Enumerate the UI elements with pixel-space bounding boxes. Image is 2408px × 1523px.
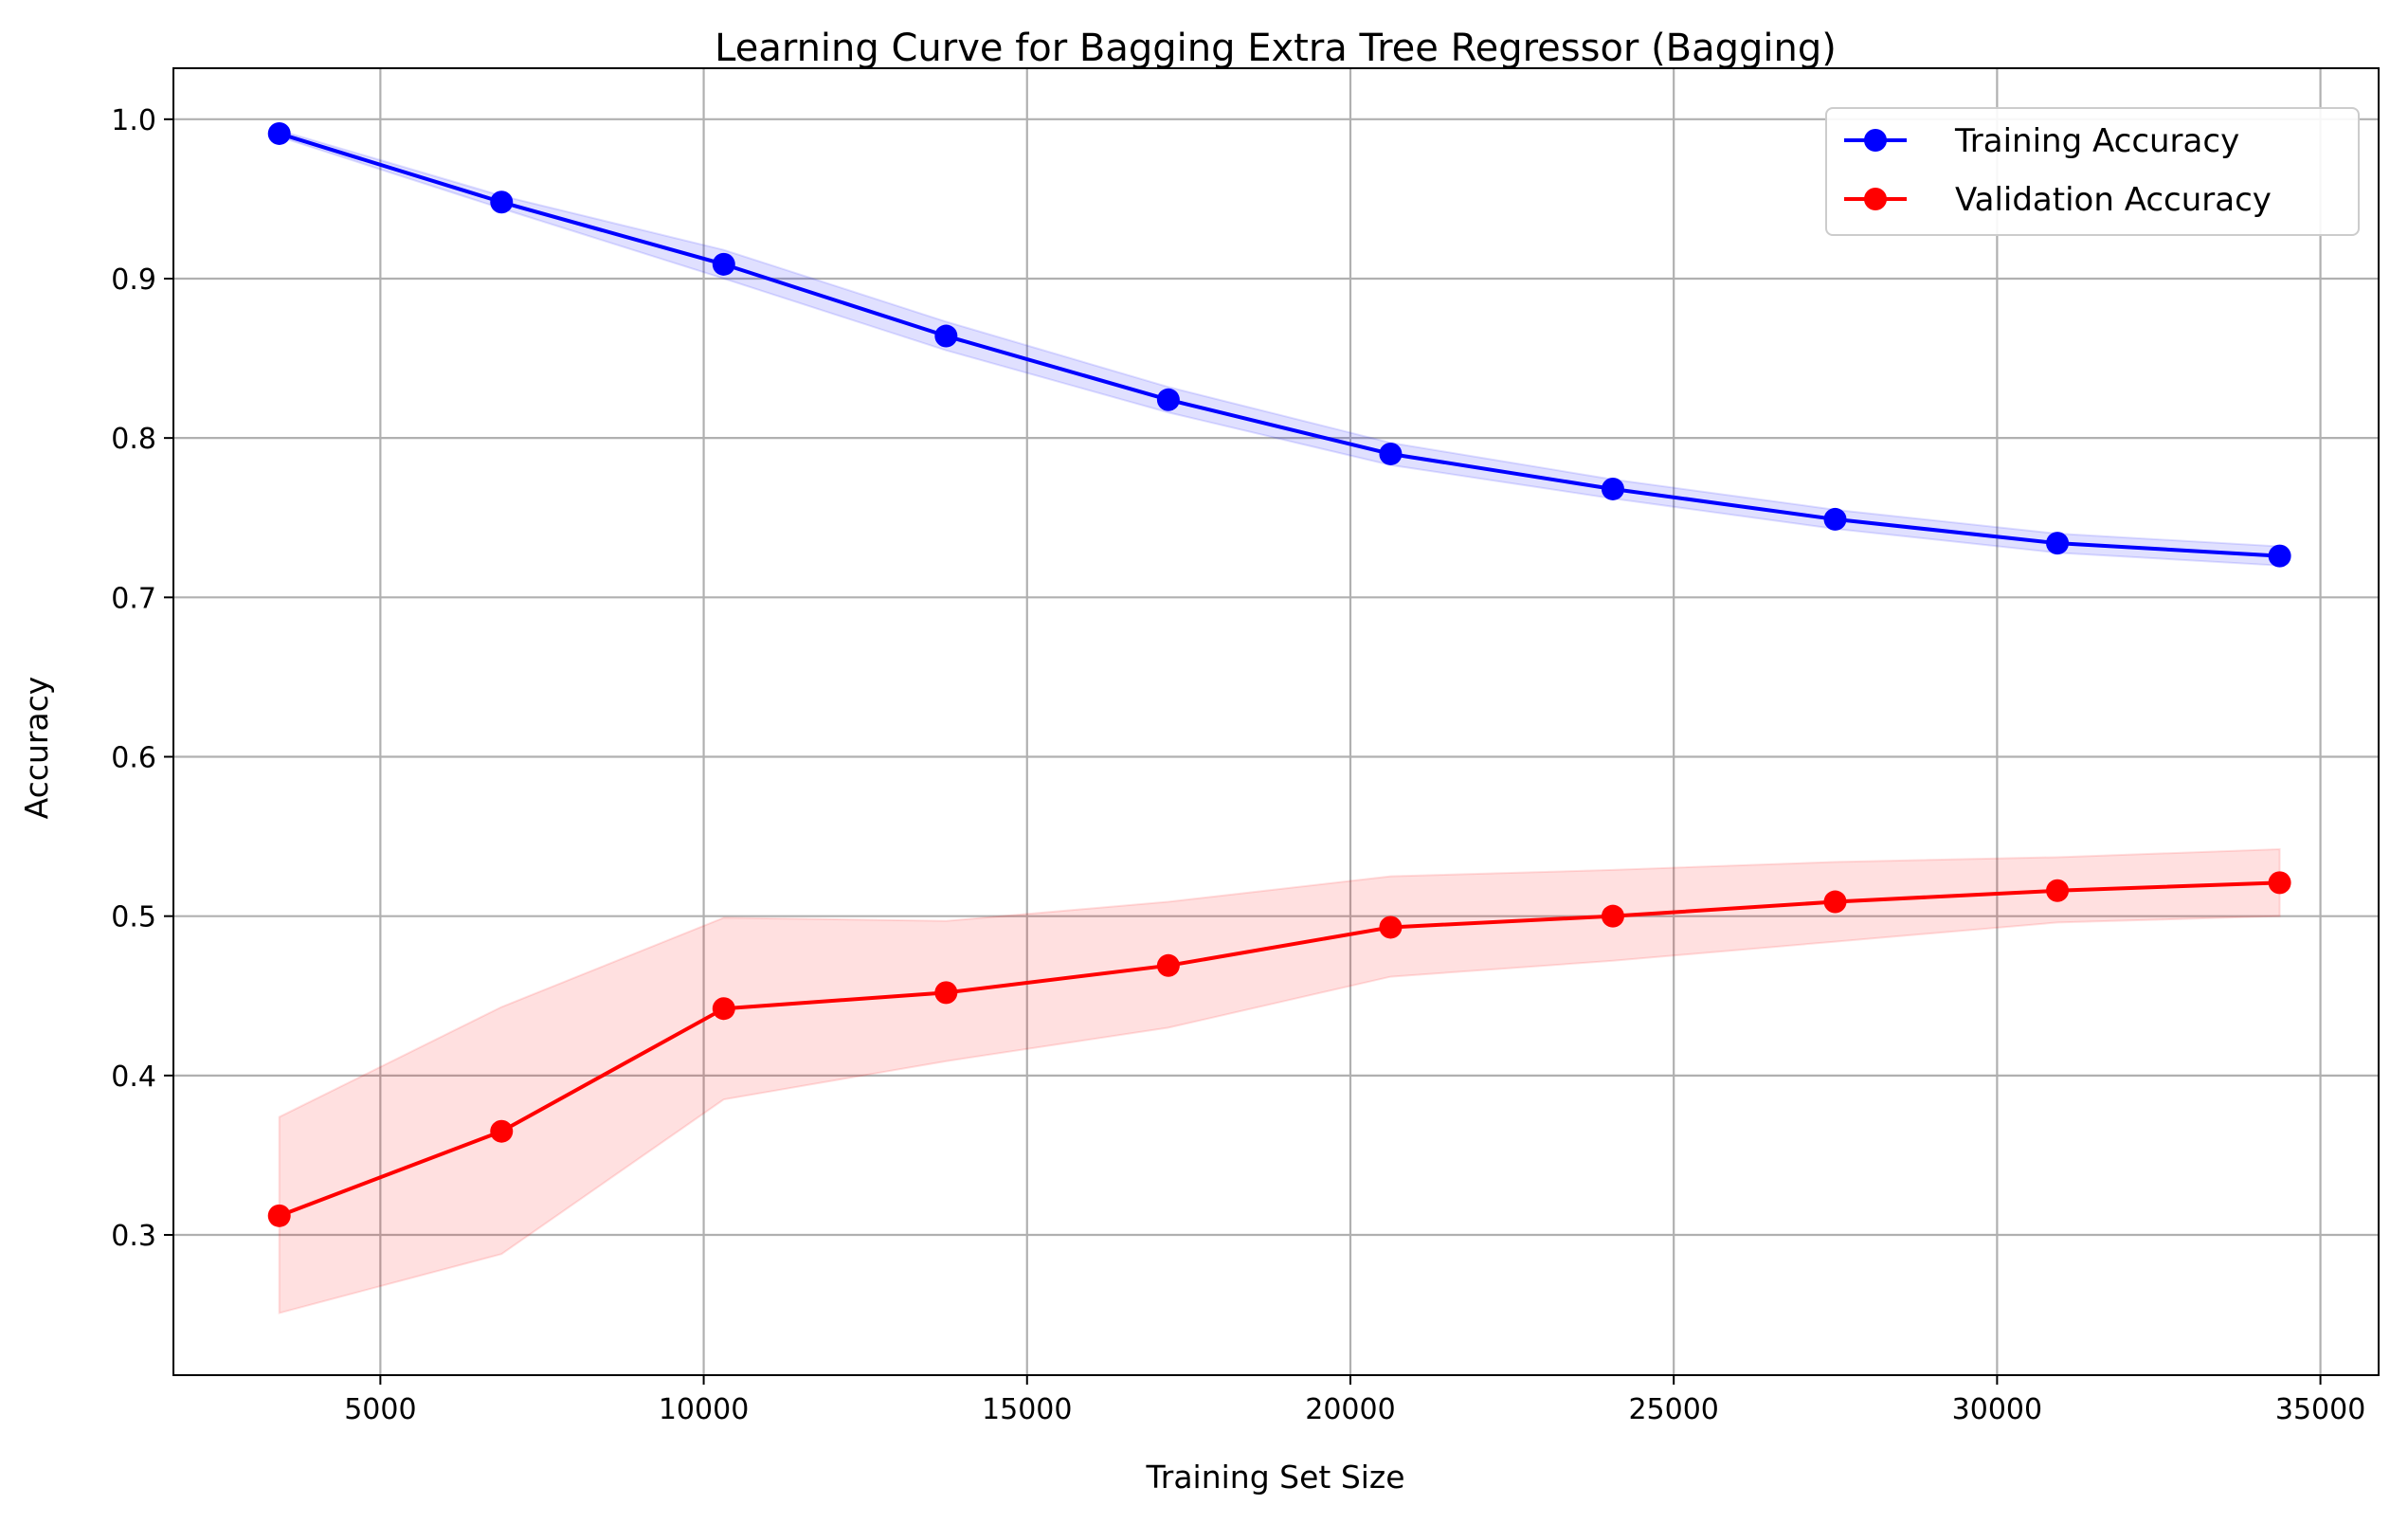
y-axis-label: Accuracy xyxy=(18,677,55,820)
training-accuracy-point xyxy=(490,190,514,214)
legend-label-validation-accuracy: Validation Accuracy xyxy=(1955,181,2272,219)
y-tick-label: 0.6 xyxy=(111,741,156,774)
validation-accuracy-point xyxy=(1156,953,1180,977)
validation-accuracy-point xyxy=(1379,916,1403,939)
grid xyxy=(173,68,2379,1375)
plot-area-frame xyxy=(172,67,2380,1376)
y-tick-label: 1.0 xyxy=(111,104,156,137)
validation-accuracy-point xyxy=(1823,890,1847,914)
training-accuracy-point xyxy=(267,121,291,145)
validation-accuracy-point xyxy=(2268,871,2291,895)
training-accuracy-line xyxy=(279,132,2280,558)
x-tick-label: 30000 xyxy=(1952,1393,2042,1426)
validation-accuracy-line xyxy=(278,880,2280,1218)
validation-accuracy-point xyxy=(712,997,735,1021)
training-accuracy-point xyxy=(2046,532,2070,555)
training-accuracy-point xyxy=(1379,442,1403,465)
y-tick-label: 0.9 xyxy=(111,263,156,297)
y-tick-label: 0.5 xyxy=(111,901,156,934)
validation-accuracy-point xyxy=(934,981,958,1005)
legend: Training Accuracy Validation Accuracy xyxy=(1825,107,2360,236)
validation-accuracy-point xyxy=(267,1204,291,1227)
series-lines xyxy=(278,132,2280,1218)
training-accuracy-point xyxy=(934,324,958,348)
chart-title: Learning Curve for Bagging Extra Tree Re… xyxy=(715,27,1837,70)
x-axis-label: Training Set Size xyxy=(1145,1459,1404,1496)
legend-marker-training-accuracy xyxy=(1864,129,1887,152)
y-tick-label: 0.3 xyxy=(111,1220,156,1253)
validation-accuracy-point xyxy=(2046,879,2070,902)
axis-ticks: 5000 10000 15000 20000 25000 30000 35000 0.3 0.4… xyxy=(111,104,2365,1426)
training-accuracy-point xyxy=(1823,507,1847,531)
x-tick-label: 25000 xyxy=(1628,1393,1718,1426)
series-points xyxy=(267,121,2291,1227)
training-accuracy-point xyxy=(2268,544,2291,568)
y-tick-label: 0.8 xyxy=(111,423,156,456)
training-accuracy-point xyxy=(1156,388,1180,411)
training-accuracy-point xyxy=(1601,477,1624,500)
legend-box xyxy=(1825,107,2360,236)
legend-label-training-accuracy: Training Accuracy xyxy=(1954,122,2239,160)
x-tick-label: 35000 xyxy=(2275,1393,2365,1426)
validation-accuracy-band xyxy=(278,848,2281,1314)
training-accuracy-point xyxy=(712,252,735,276)
x-tick-label: 10000 xyxy=(659,1393,749,1426)
x-tick-label: 20000 xyxy=(1305,1393,1395,1426)
validation-accuracy-point xyxy=(490,1119,514,1143)
x-tick-label: 15000 xyxy=(982,1393,1072,1426)
legend-marker-validation-accuracy xyxy=(1864,188,1887,210)
y-tick-label: 0.7 xyxy=(111,582,156,615)
x-tick-label: 5000 xyxy=(344,1393,416,1426)
y-tick-label: 0.4 xyxy=(111,1061,156,1094)
validation-accuracy-point xyxy=(1601,904,1624,928)
